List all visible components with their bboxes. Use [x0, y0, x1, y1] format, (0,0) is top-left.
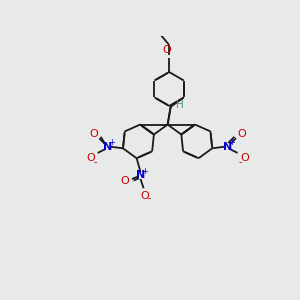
Text: O: O: [89, 129, 98, 140]
Text: H: H: [176, 100, 184, 110]
Text: N: N: [103, 142, 112, 152]
Text: N: N: [223, 142, 232, 152]
Text: O: O: [140, 191, 149, 201]
Text: O: O: [163, 45, 171, 55]
Text: O: O: [86, 152, 95, 163]
Text: +: +: [228, 138, 235, 147]
Text: -: -: [94, 157, 97, 167]
Text: -: -: [238, 157, 242, 167]
Text: +: +: [141, 167, 148, 176]
Text: -: -: [148, 193, 152, 203]
Text: N: N: [136, 170, 145, 180]
Text: +: +: [108, 138, 115, 147]
Text: O: O: [237, 129, 246, 140]
Text: O: O: [120, 176, 129, 186]
Text: O: O: [240, 152, 249, 163]
